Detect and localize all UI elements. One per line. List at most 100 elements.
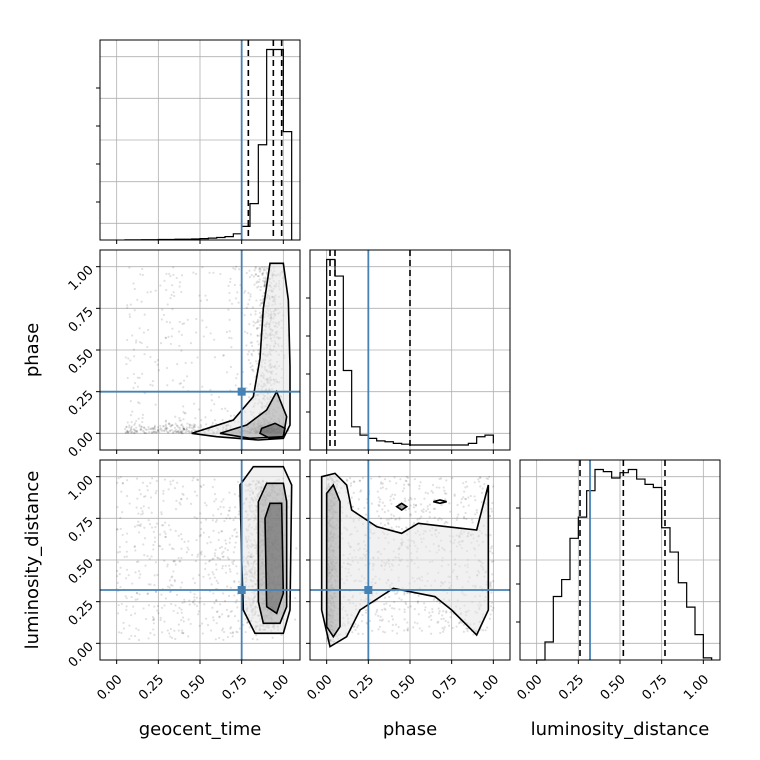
scatter-point: [186, 318, 189, 321]
scatter-point: [182, 428, 186, 431]
scatter-point: [172, 273, 175, 276]
scatter-point: [204, 416, 207, 419]
scatter-point: [168, 579, 171, 582]
scatter-point: [167, 422, 170, 425]
scatter-point: [233, 529, 236, 532]
scatter-point: [430, 489, 433, 493]
scatter-point: [153, 430, 156, 433]
scatter-point: [149, 290, 152, 293]
scatter-point: [155, 489, 158, 493]
scatter-point: [141, 416, 144, 420]
scatter-point: [258, 268, 261, 271]
scatter-point: [211, 571, 214, 574]
scatter-point: [126, 430, 129, 434]
scatter-point: [257, 285, 260, 288]
scatter-point: [467, 504, 470, 507]
scatter-point: [145, 428, 148, 432]
scatter-point: [470, 518, 474, 521]
scatter-point: [142, 430, 145, 433]
scatter-point: [128, 424, 131, 427]
scatter-point: [403, 629, 406, 632]
scatter-point: [179, 586, 182, 589]
scatter-point: [226, 635, 229, 639]
scatter-point: [389, 495, 392, 498]
scatter-point: [165, 320, 168, 323]
scatter-point: [387, 620, 390, 623]
scatter-point: [227, 557, 230, 561]
scatter-point: [231, 635, 234, 638]
scatter-point: [379, 517, 383, 520]
scatter-point: [117, 631, 121, 634]
density-fill: [191, 263, 290, 440]
scatter-point: [236, 535, 239, 538]
scatter-point: [160, 511, 163, 514]
scatter-point: [177, 429, 180, 433]
scatter-point: [147, 427, 150, 431]
scatter-point: [192, 601, 195, 604]
scatter-point: [416, 600, 420, 603]
scatter-point: [244, 618, 247, 621]
scatter-point: [207, 573, 210, 576]
scatter-point: [376, 608, 379, 612]
x-tick-label: 0.75: [219, 672, 250, 703]
density-fill: [326, 485, 340, 637]
scatter-point: [141, 372, 144, 376]
scatter-point: [383, 478, 387, 481]
scatter-point: [149, 355, 152, 359]
scatter-point: [160, 606, 164, 609]
scatter-point: [390, 502, 393, 505]
scatter-point: [125, 540, 128, 544]
scatter-point: [173, 487, 177, 490]
scatter-point: [248, 626, 251, 629]
scatter-point: [178, 419, 181, 422]
scatter-point: [250, 341, 254, 344]
scatter-point: [193, 402, 196, 405]
scatter-point: [217, 396, 221, 399]
scatter-point: [191, 479, 194, 482]
scatter-point: [190, 430, 193, 433]
scatter-point: [209, 332, 212, 335]
scatter-point: [449, 611, 452, 614]
scatter-point: [130, 425, 133, 428]
scatter-point: [129, 303, 132, 306]
scatter-point: [259, 267, 262, 270]
scatter-point: [263, 279, 267, 282]
scatter-point: [255, 299, 258, 302]
x-tick-label: 0.50: [388, 672, 419, 703]
scatter-point: [138, 593, 141, 596]
scatter-point: [231, 631, 235, 634]
contour-line: [257, 482, 288, 625]
x-tick-label: 0.50: [598, 672, 629, 703]
scatter-point: [141, 429, 144, 432]
scatter-point: [116, 528, 119, 531]
scatter-point: [390, 607, 394, 610]
scatter-point: [190, 361, 193, 364]
scatter-point: [428, 615, 431, 619]
scatter-point: [387, 522, 390, 526]
scatter-point: [455, 518, 458, 522]
scatter-point: [262, 285, 266, 288]
scatter-point: [185, 428, 188, 431]
scatter-point: [130, 430, 133, 433]
scatter-point: [159, 427, 162, 430]
scatter-point: [227, 615, 230, 618]
scatter-point: [153, 536, 157, 539]
scatter-point: [247, 291, 250, 295]
scatter-point: [121, 482, 124, 485]
truth-marker: [237, 387, 246, 396]
scatter-point: [165, 426, 168, 429]
scatter-point: [438, 601, 442, 605]
scatter-point: [147, 425, 150, 429]
scatter-point: [402, 487, 406, 490]
scatter-point: [446, 521, 449, 524]
scatter-point: [149, 383, 152, 386]
scatter-point: [392, 497, 395, 500]
scatter-point: [472, 633, 475, 636]
scatter-point: [150, 526, 154, 529]
scatter-points: [123, 262, 291, 441]
scatter-point: [227, 284, 230, 287]
scatter-point: [391, 618, 395, 621]
scatter-point: [135, 429, 139, 432]
histogram-step: [326, 258, 494, 450]
scatter-point: [258, 278, 261, 281]
